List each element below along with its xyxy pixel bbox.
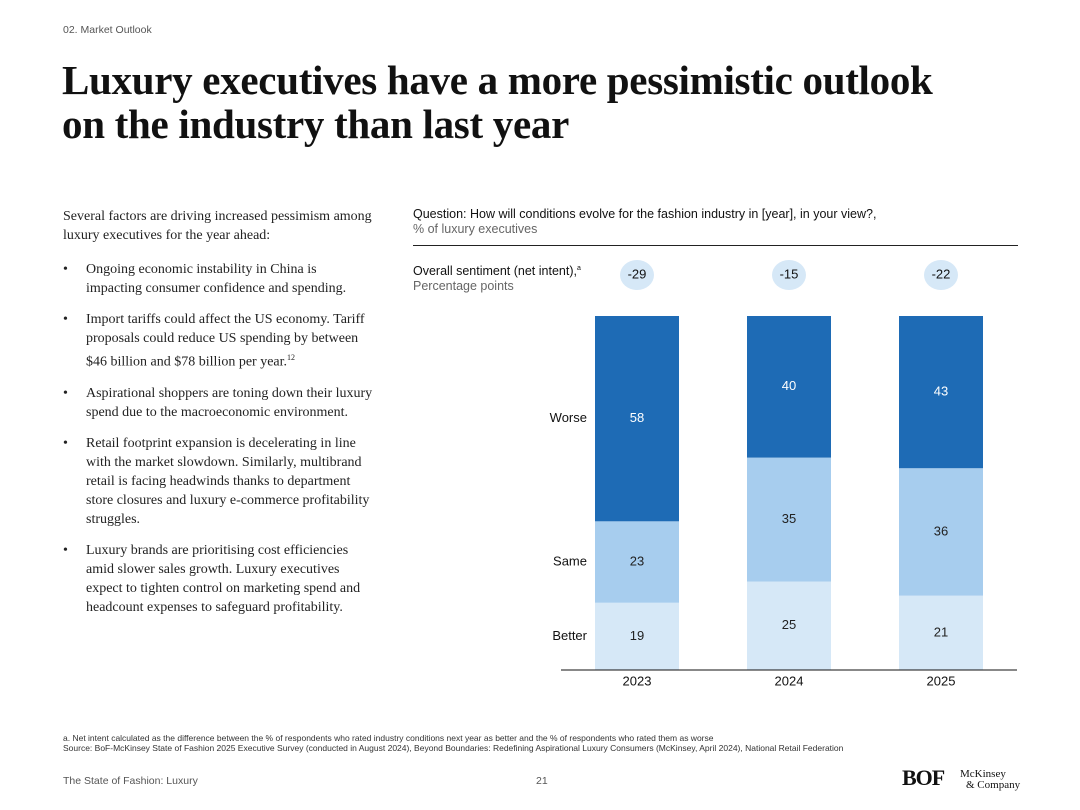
x-tick-label: 2023 [623, 673, 652, 688]
commentary: Several factors are driving increased pe… [63, 207, 373, 629]
bar-same-2025 [899, 468, 983, 596]
mckinsey-logo-line1: McKinsey [960, 768, 1006, 780]
bullet-marker: • [63, 542, 68, 558]
bullet-marker: • [63, 385, 68, 401]
bar-worse-2025 [899, 316, 983, 469]
bar-worse-2024 [747, 316, 831, 458]
sentiment-label: Overall sentiment (net intent),a Percent… [413, 261, 581, 294]
series-label: Better [552, 628, 587, 643]
bar-better-2024 [747, 581, 831, 670]
sentiment-unit: Percentage points [413, 279, 514, 294]
bar-value-label: 43 [934, 384, 948, 399]
section-label: 02. Market Outlook [63, 24, 152, 36]
net-intent-badge [772, 260, 806, 290]
mckinsey-logo: McKinsey & Company [960, 769, 1020, 791]
footnote: a. Net intent calculated as the differen… [63, 733, 843, 753]
x-tick-label: 2025 [927, 673, 956, 688]
chart-question: Question: How will conditions evolve for… [413, 207, 876, 237]
bar-worse-2023 [595, 316, 679, 522]
series-label: Same [553, 553, 587, 568]
list-item: • Ongoing economic instability in China i… [63, 260, 373, 298]
net-intent-label: -15 [780, 266, 799, 281]
bar-value-label: 19 [630, 628, 644, 643]
bar-value-label: 23 [630, 553, 644, 568]
bullet-superscript: 12 [287, 353, 296, 362]
sentiment-superscript: a [576, 265, 581, 272]
footer-publication: The State of Fashion: Luxury [63, 775, 198, 787]
bar-value-label: 40 [782, 378, 796, 393]
net-intent-badge [924, 260, 958, 290]
bullet-marker: • [63, 312, 68, 327]
bar-value-label: 21 [934, 624, 948, 639]
bullet-text: Aspirational shoppers are toning down th… [86, 385, 373, 420]
bar-value-label: 58 [630, 410, 644, 425]
bar-better-2023 [595, 602, 679, 670]
bof-logo: BOF [902, 765, 945, 790]
mckinsey-logo-line2: & Company [966, 779, 1021, 791]
bullet-text: Retail footprint expansion is decelerati… [86, 435, 370, 527]
commentary-bullets: • Ongoing economic instability in China i… [63, 260, 373, 617]
series-label: Worse [550, 410, 587, 425]
bar-value-label: 25 [782, 617, 796, 632]
net-intent-label: -22 [932, 266, 951, 281]
divider [413, 245, 1018, 246]
bar-value-label: 35 [782, 511, 796, 526]
footnote-a: a. Net intent calculated as the differen… [63, 733, 714, 743]
page-title: Luxury executives have a more pessimisti… [62, 57, 933, 147]
list-item: • Import tariffs could affect the US econ… [63, 310, 373, 372]
bar-value-label: 36 [934, 523, 948, 538]
list-item: • Aspirational shoppers are toning down t… [63, 384, 373, 422]
bar-same-2023 [595, 521, 679, 603]
question-text: Question: How will conditions evolve for… [413, 207, 877, 221]
footnote-source: Source: BoF-McKinsey State of Fashion 20… [63, 743, 844, 753]
x-tick-label: 2024 [775, 673, 804, 688]
bullet-marker: • [63, 435, 68, 451]
bullet-text: Ongoing economic instability in China is… [86, 262, 347, 296]
list-item: • Retail footprint expansion is decelerat… [63, 434, 373, 529]
list-item: • Luxury brands are prioritising cost eff… [63, 541, 373, 617]
bullet-text: Import tariffs could affect the US econo… [86, 312, 365, 370]
question-unit: % of luxury executives [413, 222, 538, 236]
net-intent-label: -29 [628, 266, 647, 281]
bullet-marker: • [63, 262, 68, 277]
bar-same-2024 [747, 457, 831, 582]
commentary-intro: Several factors are driving increased pe… [63, 209, 372, 243]
bar-better-2025 [899, 595, 983, 670]
sentiment-title: Overall sentiment (net intent), [413, 264, 577, 279]
net-intent-badge [620, 260, 654, 290]
page-number: 21 [536, 775, 548, 787]
bullet-text: Luxury brands are prioritising cost effi… [86, 542, 361, 615]
stacked-bar-chart: 19 23 58 2023 -29 25 35 40 2024 -15 21 36 43 2025 -22 B… [550, 260, 1017, 688]
